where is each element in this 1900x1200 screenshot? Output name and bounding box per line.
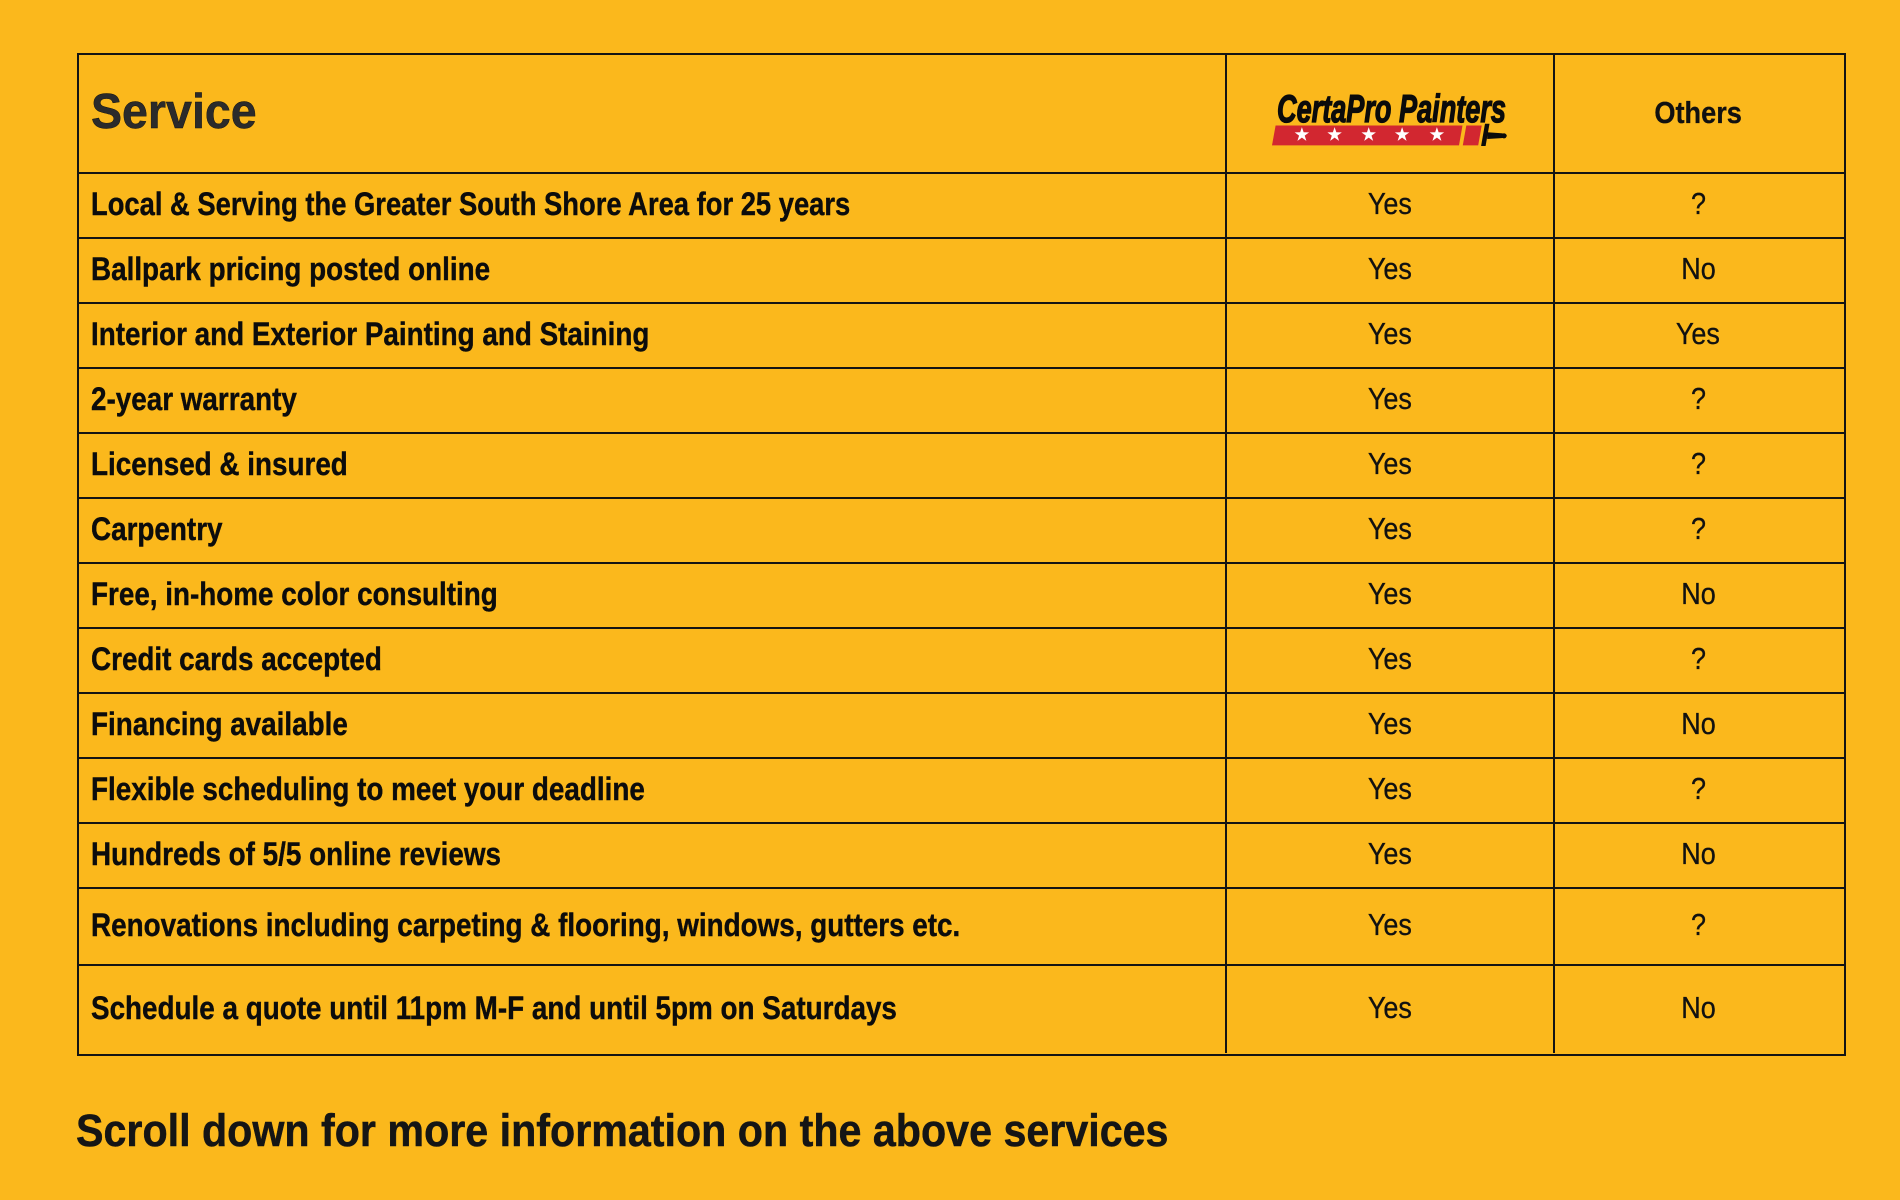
svg-text:CertaPro Painters: CertaPro Painters — [1277, 88, 1506, 131]
